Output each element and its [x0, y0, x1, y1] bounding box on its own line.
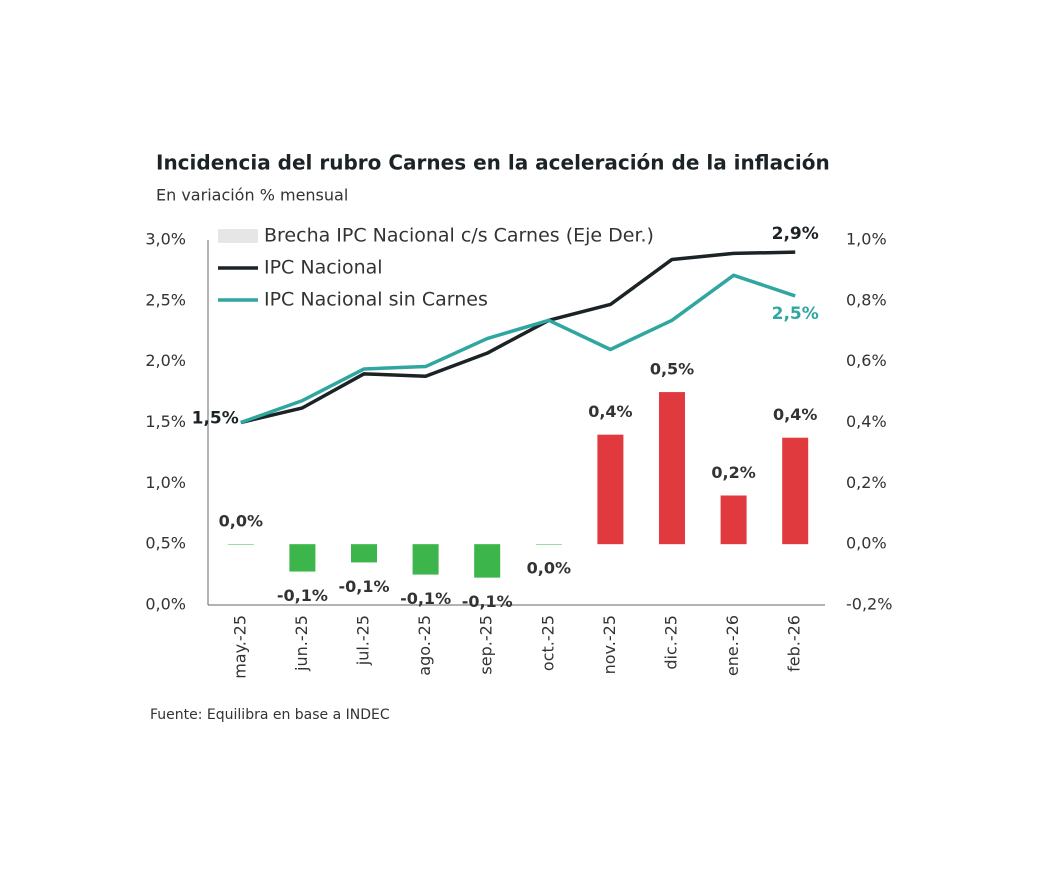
bar — [351, 544, 377, 563]
bar-value-label: -0,1% — [400, 589, 451, 608]
bar-value-label: 0,2% — [711, 463, 755, 482]
bar — [597, 434, 624, 545]
x-tick-label: jun.-25 — [292, 615, 311, 672]
y2-tick-label: 0,4% — [846, 412, 887, 431]
x-tick-label: nov.-25 — [600, 615, 619, 674]
y2-tick-label: 0,0% — [846, 534, 887, 553]
bar-value-label: 0,4% — [773, 405, 817, 424]
bar-value-label: 0,0% — [219, 512, 263, 531]
y-tick-label: 3,0% — [145, 230, 186, 249]
x-tick-label: oct.-25 — [538, 615, 557, 671]
bar — [289, 544, 316, 572]
y2-tick-label: 0,6% — [846, 351, 887, 370]
bar — [474, 544, 501, 578]
y2-tick-label: 0,2% — [846, 473, 887, 492]
source: Fuente: Equilibra en base a INDEC — [150, 707, 390, 723]
y-tick-label: 0,5% — [145, 534, 186, 553]
bar-value-label: 0,5% — [650, 360, 694, 379]
y-tick-label: 1,0% — [145, 473, 186, 492]
y-tick-label: 2,0% — [145, 351, 186, 370]
line-value-label: 2,5% — [772, 304, 819, 324]
line — [240, 273, 796, 425]
x-tick-label: sep.-25 — [477, 615, 496, 675]
legend-label: IPC Nacional sin Carnes — [264, 289, 488, 311]
line-value-label: 1,5% — [192, 409, 239, 429]
bar — [412, 544, 439, 575]
y-tick-label: 2,5% — [145, 290, 186, 309]
legend-swatch — [218, 229, 258, 243]
bar — [782, 437, 809, 545]
legend-label: IPC Nacional — [264, 257, 383, 279]
line-value-label: 2,9% — [772, 224, 819, 244]
x-tick-label: ene.-26 — [723, 615, 742, 676]
chart-title: Incidencia del rubro Carnes en la aceler… — [156, 151, 830, 175]
line — [240, 250, 796, 425]
chart-subtitle: En variación % mensual — [156, 186, 348, 205]
bar-value-label: -0,1% — [338, 577, 389, 596]
x-tick-label: may.-25 — [230, 615, 249, 679]
y2-tick-label: 1,0% — [846, 230, 887, 249]
bar-value-label: -0,1% — [462, 592, 513, 611]
x-tick-label: feb.-26 — [785, 615, 804, 672]
bar-value-label: -0,1% — [277, 586, 328, 605]
x-tick-label: ago.-25 — [415, 615, 434, 676]
bar — [227, 544, 254, 545]
y-tick-label: 0,0% — [145, 595, 186, 614]
legend-label: Brecha IPC Nacional c/s Carnes (Eje Der.… — [264, 225, 654, 247]
bar — [659, 392, 685, 545]
bar — [720, 495, 747, 545]
x-tick-label: jul.-25 — [354, 615, 373, 666]
bar — [535, 544, 562, 545]
bar-value-label: 0,4% — [588, 402, 632, 421]
bar-value-label: 0,0% — [527, 559, 571, 578]
y-tick-label: 1,5% — [145, 412, 186, 431]
y2-tick-label: 0,8% — [846, 290, 887, 309]
y2-tick-label: -0,2% — [846, 595, 892, 614]
x-tick-label: dic.-25 — [662, 615, 681, 670]
